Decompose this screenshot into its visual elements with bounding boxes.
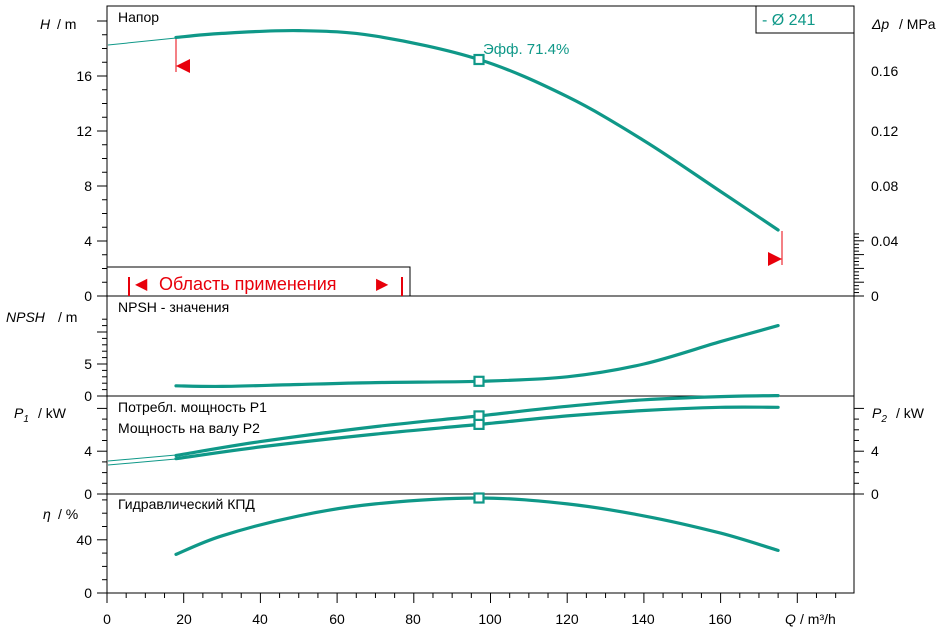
p1-extension-line bbox=[107, 454, 177, 462]
dp-unit: / MPa bbox=[899, 16, 936, 32]
p2-series-label: Мощность на валу P2 bbox=[118, 420, 260, 436]
p2-tick-0: 0 bbox=[871, 486, 879, 502]
p2-unit: / kW bbox=[896, 405, 925, 421]
npsh-tick-0: 0 bbox=[84, 388, 92, 404]
head-tick-12: 12 bbox=[76, 123, 92, 139]
eta-tick-40: 40 bbox=[76, 532, 92, 548]
p1-series-label: Потребл. мощность P1 bbox=[118, 399, 267, 415]
x-axis-unit: / m³/h bbox=[800, 611, 836, 627]
dp-tick-0: 0 bbox=[871, 288, 879, 304]
npsh-tick-5: 5 bbox=[84, 356, 92, 372]
x-tick-40: 40 bbox=[252, 611, 268, 627]
diameter-legend-box bbox=[755, 5, 855, 34]
dp-tick-016: 0.16 bbox=[871, 63, 898, 79]
eff-panel-title: Гидравлический КПД bbox=[118, 496, 255, 512]
npsh-panel-title: NPSH - значения bbox=[118, 299, 229, 315]
head-panel-frame bbox=[106, 5, 855, 297]
dp-tick-008: 0.08 bbox=[871, 178, 898, 194]
head-tick-8: 8 bbox=[84, 178, 92, 194]
head-extension-line bbox=[107, 37, 177, 46]
efficiency-curve-duty-marker bbox=[473, 492, 485, 504]
tick-marks bbox=[97, 20, 864, 603]
head-panel-title: Напор bbox=[118, 9, 159, 25]
x-axis-symbol: Q bbox=[785, 611, 796, 627]
range-left-arrow: ◀ bbox=[135, 274, 148, 293]
range-right-arrow: ▶ bbox=[376, 274, 389, 293]
eta-tick-0: 0 bbox=[84, 585, 92, 601]
eta-unit: / % bbox=[58, 506, 78, 522]
chart-curves bbox=[174, 28, 780, 556]
range-label: Область применения bbox=[159, 274, 337, 294]
p2-symbol: P2 bbox=[872, 405, 887, 425]
head-end-marker-arrow bbox=[768, 252, 782, 266]
dp-tick-004: 0.04 bbox=[871, 233, 898, 249]
head-start-marker-arrow bbox=[176, 59, 190, 73]
npsh-y-unit: / m bbox=[58, 309, 77, 325]
duty-eff-label: Эфф. 71.4% bbox=[483, 41, 569, 58]
eta-symbol: η bbox=[43, 506, 51, 522]
power-tick-4: 4 bbox=[84, 443, 92, 459]
x-tick-100: 100 bbox=[478, 611, 502, 627]
x-tick-0: 0 bbox=[103, 611, 111, 627]
x-tick-20: 20 bbox=[176, 611, 192, 627]
npsh-curve-duty-marker bbox=[473, 375, 485, 387]
p2-curve bbox=[174, 405, 780, 461]
x-tick-80: 80 bbox=[405, 611, 421, 627]
head-y-unit: / m bbox=[57, 16, 76, 32]
diameter-legend-label: - Ø 241 bbox=[762, 12, 815, 29]
head-y-symbol: H bbox=[40, 16, 51, 32]
head-tick-4: 4 bbox=[84, 233, 92, 249]
p2-tick-4: 4 bbox=[871, 443, 879, 459]
efficiency-curve bbox=[174, 496, 780, 556]
x-tick-120: 120 bbox=[555, 611, 579, 627]
p1-curve bbox=[174, 394, 780, 458]
p2-curve-duty-marker bbox=[473, 418, 485, 430]
dp-tick-012: 0.12 bbox=[871, 123, 898, 139]
p1-unit: / kW bbox=[38, 405, 67, 421]
x-tick-160: 160 bbox=[708, 611, 732, 627]
x-tick-60: 60 bbox=[329, 611, 345, 627]
head-curve-duty-marker bbox=[473, 53, 485, 66]
head-tick-16: 16 bbox=[76, 68, 92, 84]
power-tick-0: 0 bbox=[84, 486, 92, 502]
p1-symbol: P1 bbox=[14, 405, 29, 425]
operating-range-box bbox=[106, 266, 411, 297]
x-tick-140: 140 bbox=[631, 611, 655, 627]
npsh-y-symbol: NPSH bbox=[6, 309, 46, 325]
p2-extension-line bbox=[107, 458, 177, 466]
head-tick-0: 0 bbox=[84, 288, 92, 304]
dp-symbol: Δp bbox=[871, 16, 889, 32]
